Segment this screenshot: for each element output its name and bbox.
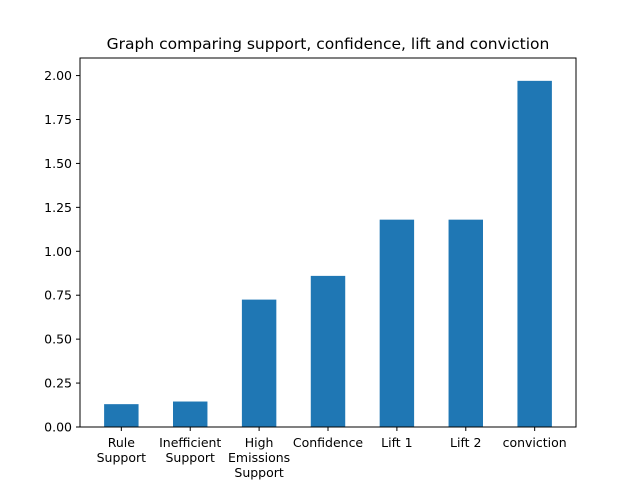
bar-5 — [448, 219, 483, 427]
bar-3 — [310, 275, 346, 427]
y-tick-label: 0.00 — [44, 420, 72, 435]
x-tick-label: Rule Support — [97, 435, 147, 465]
bar-2 — [241, 299, 277, 427]
y-tick-label: 1.00 — [44, 244, 72, 259]
y-tick-label: 2.00 — [44, 68, 72, 83]
x-tick-label: Confidence — [293, 435, 364, 450]
y-tick-label: 0.75 — [44, 288, 72, 303]
x-tick-label: Inefficient Support — [159, 435, 221, 465]
x-tick-label: conviction — [503, 435, 567, 450]
bars-group — [104, 80, 552, 427]
bar-1 — [173, 401, 208, 427]
plot-frame — [79, 57, 577, 428]
y-tick-label: 1.75 — [44, 112, 72, 127]
x-tick-label: Lift 1 — [381, 435, 412, 450]
y-tick-label: 0.50 — [44, 332, 72, 347]
y-tick-label: 1.50 — [44, 156, 72, 171]
y-tick-label: 1.25 — [44, 200, 72, 215]
chart-title: Graph comparing support, confidence, lif… — [107, 35, 550, 53]
bar-6 — [517, 80, 552, 427]
bar-0 — [104, 404, 139, 427]
bar-4 — [379, 219, 415, 427]
y-axis: 0.00 0.25 0.50 0.75 1.00 1.25 1.50 1.75 2.00 — [44, 68, 80, 435]
x-tick-label: Lift 2 — [450, 435, 481, 450]
x-tick-label: High Emissions Support — [228, 435, 290, 480]
y-tick-label: 0.25 — [44, 376, 72, 391]
